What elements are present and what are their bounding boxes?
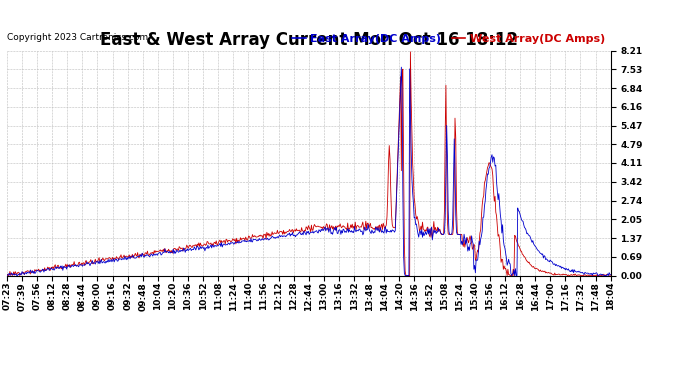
- Text: Copyright 2023 Cartronics.com: Copyright 2023 Cartronics.com: [7, 33, 148, 42]
- Title: East & West Array Current Mon Oct 16 18:12: East & West Array Current Mon Oct 16 18:…: [100, 31, 518, 49]
- Legend: East Array(DC Amps), West Array(DC Amps): East Array(DC Amps), West Array(DC Amps): [292, 34, 605, 44]
